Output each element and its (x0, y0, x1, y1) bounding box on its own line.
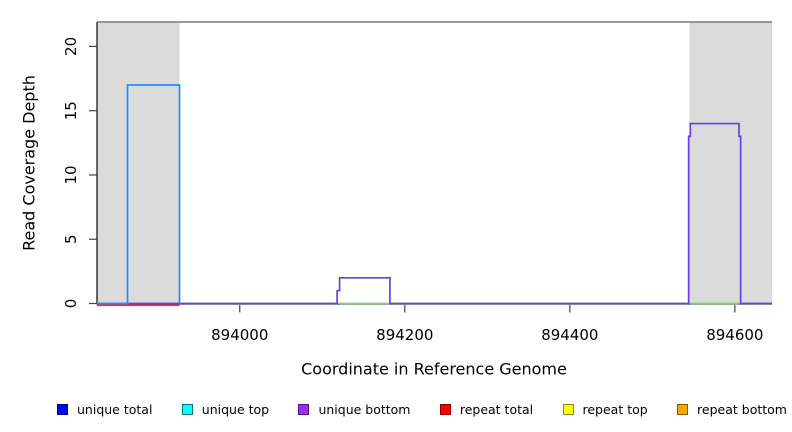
y-axis-tick-label: 15 (62, 101, 80, 120)
legend-item-repeat-top: repeat top (562, 401, 648, 417)
unique-bottom-swatch-icon (298, 403, 310, 415)
repeat-region-shading (689, 22, 772, 304)
unique-total-swatch-icon (57, 403, 68, 415)
legend-item-label: repeat bottom (697, 401, 787, 417)
legend-item-label: repeat top (582, 401, 648, 417)
x-axis-tick-label: 894600 (706, 326, 763, 344)
repeat-bottom-swatch-icon (677, 403, 689, 415)
repeat-top-swatch-icon (562, 403, 574, 415)
legend-item-repeat-bottom: repeat bottom (677, 402, 787, 417)
legend-item-label: repeat total (459, 401, 534, 417)
repeat-region-shading (97, 22, 180, 304)
y-axis-tick-label: 0 (62, 299, 80, 309)
legend-item-unique-bottom: unique bottom (298, 401, 411, 417)
x-axis-tick-label: 894000 (211, 326, 268, 344)
legend-item-repeat-total: repeat total (439, 401, 534, 417)
y-axis-tick-label: 10 (62, 165, 80, 184)
y-axis-tick-label: 5 (62, 234, 80, 244)
legend-item-unique-total: unique total (57, 402, 152, 417)
x-axis-tick-label: 894400 (541, 326, 598, 344)
legend-item-label: unique total (77, 401, 153, 417)
plot-area: 894000 894200 894400 894600 0 5 10 15 20 (62, 21, 772, 344)
unique-top-swatch-icon (181, 403, 193, 415)
legend-item-label: unique bottom (318, 401, 411, 417)
x-axis-title: Coordinate in Reference Genome (301, 359, 567, 379)
repeat-total-swatch-icon (439, 403, 451, 415)
legend-item-label: unique top (201, 401, 270, 417)
series-unique-bottom (97, 122, 772, 305)
y-axis-title: Read Coverage Depth (19, 75, 39, 251)
series-unique-total (97, 84, 181, 305)
legend-item-unique-top: unique top (181, 401, 270, 417)
x-axis-tick-label: 894200 (376, 326, 433, 344)
legend: unique total unique top unique bottom repea… (57, 398, 787, 420)
y-axis-tick-label: 20 (62, 37, 80, 56)
